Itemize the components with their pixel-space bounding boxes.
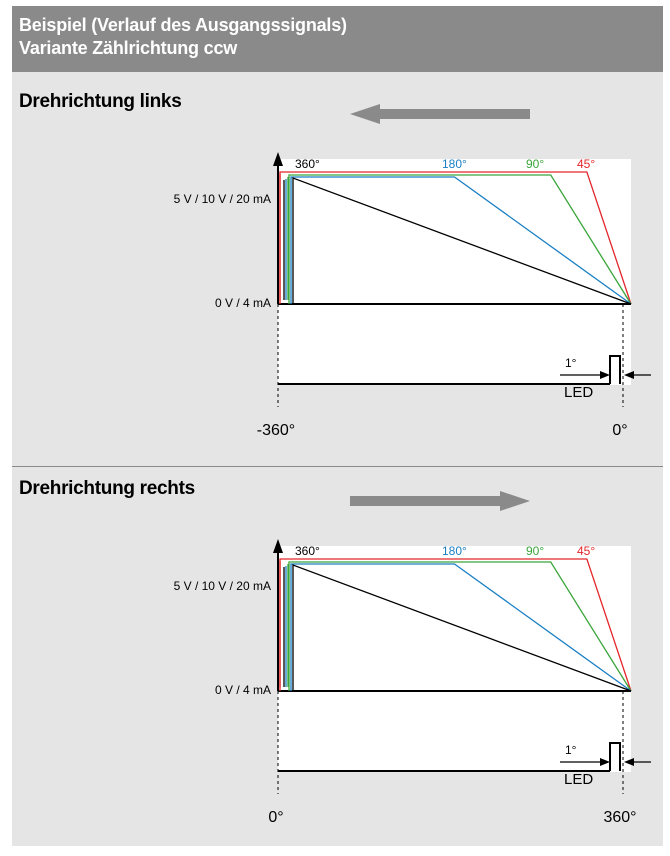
x-start-label: 0° [268, 809, 283, 826]
series-line-360deg [292, 177, 632, 305]
y-bottom-label: 0 V / 4 mA [215, 683, 271, 697]
series-line-180deg [290, 563, 632, 692]
header-title: Beispiel (Verlauf des Ausgangssignals) [19, 15, 347, 35]
arrow-left-icon [350, 104, 530, 124]
series-label: 360° [295, 544, 320, 558]
led-angle-label: 1° [565, 356, 577, 370]
section-rotation-right: Drehrichtung rechts 360° 180° 90° 45° 1° LE… [12, 472, 663, 856]
led-arrow-left-icon [600, 371, 610, 379]
series-label: 180° [442, 544, 467, 558]
header-subtitle: Variante Zählrichtung ccw [19, 38, 238, 58]
signal-curves: 360° 180° 90° 45° [279, 157, 632, 305]
series-line-360deg [292, 564, 632, 692]
page: Beispiel (Verlauf des Ausgangssignals) V… [12, 6, 663, 846]
series-label: 45° [577, 544, 595, 558]
series-line-90deg [288, 174, 632, 305]
section-title: Drehrichtung links [19, 91, 182, 112]
x-start-label: -360° [257, 422, 295, 439]
y-bottom-label: 0 V / 4 mA [215, 296, 271, 310]
y-top-label: 5 V / 10 V / 20 mA [174, 192, 271, 206]
section-divider [12, 466, 663, 467]
chart-plot-area [278, 159, 631, 304]
led-angle-label: 1° [565, 743, 577, 757]
signal-diagram: 360° 180° 90° 45° 1° LED 5 V / 10 V / 20 mA… [174, 104, 651, 439]
led-pulse [609, 355, 621, 384]
series-label: 180° [442, 157, 467, 171]
series-label: 360° [295, 157, 320, 171]
signal-curves: 360° 180° 90° 45° [279, 544, 632, 692]
led-arrow-left-icon [600, 758, 610, 766]
y-axis-arrow-icon [273, 152, 283, 166]
series-label: 90° [526, 544, 544, 558]
chart-plot-area [278, 546, 631, 691]
header-bar: Beispiel (Verlauf des Ausgangssignals) V… [12, 6, 663, 72]
led-panel [278, 692, 631, 772]
section-title: Drehrichtung rechts [19, 478, 195, 499]
led-arrow-right-icon [624, 758, 634, 766]
x-end-label: 360° [603, 809, 636, 826]
arrow-right-icon [350, 491, 530, 511]
series-line-180deg [290, 176, 632, 305]
section-rotation-left: Drehrichtung links 360° 180° 90° 45° 1° LED… [12, 85, 663, 469]
signal-diagram: 360° 180° 90° 45° 1° LED 5 V / 10 V / 20 mA… [174, 491, 651, 826]
series-line-90deg [288, 561, 632, 692]
led-arrow-right-icon [624, 371, 634, 379]
led-pulse [609, 742, 621, 771]
x-end-label: 0° [612, 422, 627, 439]
series-label: 90° [526, 157, 544, 171]
led-label: LED [564, 384, 593, 401]
series-label: 45° [577, 157, 595, 171]
led-panel [278, 305, 631, 385]
y-top-label: 5 V / 10 V / 20 mA [174, 579, 271, 593]
led-label: LED [564, 771, 593, 788]
y-axis-arrow-icon [273, 539, 283, 553]
